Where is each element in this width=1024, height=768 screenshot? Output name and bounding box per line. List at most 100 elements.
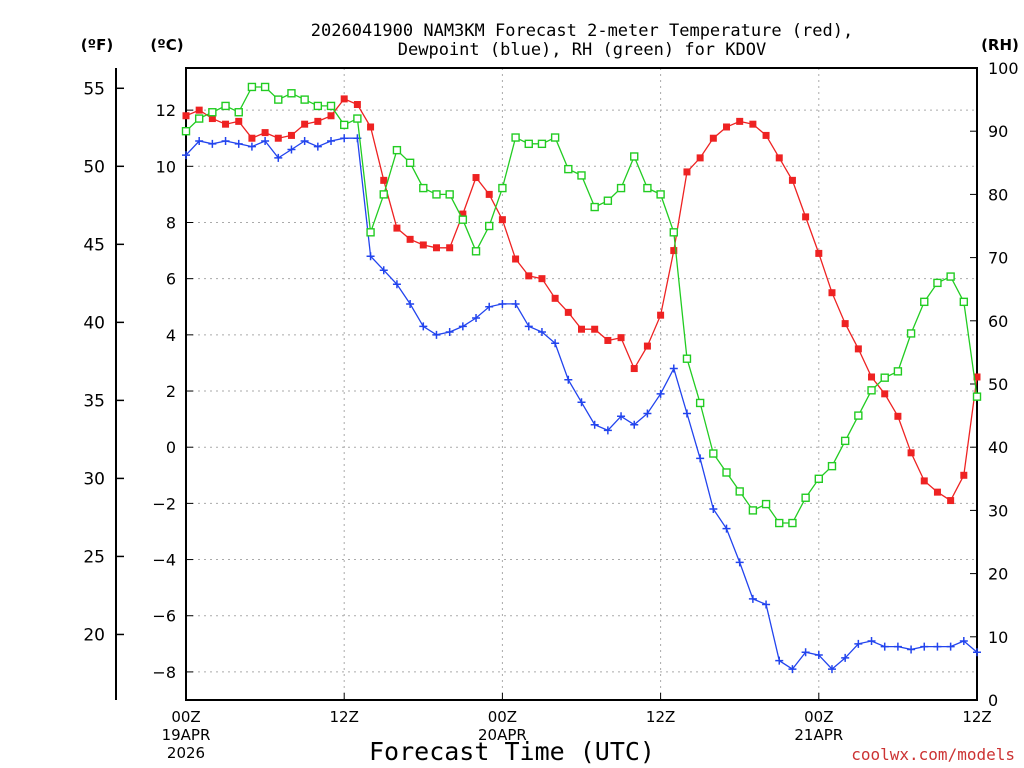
- rh-point: [181, 126, 191, 136]
- celsius-tick-label: 2: [166, 382, 176, 401]
- dewpoint-point: [498, 299, 507, 308]
- 2-meter-temperature-point: [802, 213, 810, 221]
- dewpoint-point: [261, 137, 270, 146]
- rh-point: [287, 89, 296, 98]
- 2-meter-temperature-point: [564, 308, 572, 316]
- rh-point: [405, 158, 415, 168]
- rh-point: [840, 436, 850, 446]
- rh-point: [564, 164, 573, 174]
- 2-meter-temperature-point: [920, 477, 928, 485]
- rh-line: [185, 86, 978, 524]
- rh-point: [775, 518, 784, 528]
- 2-meter-temperature-point: [657, 311, 665, 319]
- 2-meter-temperature-point: [683, 168, 691, 176]
- dewpoint-point: [551, 339, 560, 348]
- 2-meter-temperature-point: [947, 497, 955, 505]
- time-tick-label: 12Z: [330, 708, 359, 726]
- rh-point: [814, 474, 823, 483]
- rh-point: [366, 228, 375, 237]
- 2-meter-temperature-point: [393, 224, 401, 232]
- rh-point: [933, 278, 942, 288]
- 2-meter-temperature-point: [512, 255, 520, 263]
- fahrenheit-axis-unit: (ºF): [81, 36, 113, 54]
- rh-point: [432, 190, 441, 199]
- time-tick-label: 00Z: [171, 708, 200, 726]
- rh-axis-unit: (RH): [981, 36, 1019, 54]
- 2-meter-temperature-point: [340, 95, 348, 103]
- 2-meter-temperature-point: [327, 112, 335, 120]
- time-tick-label: 2026: [167, 744, 205, 762]
- 2-meter-temperature-line: [185, 98, 978, 502]
- dewpoint-point: [313, 142, 322, 151]
- dewpoint-point: [300, 137, 309, 146]
- rh-point: [761, 499, 771, 509]
- 2-meter-temperature-point: [894, 412, 902, 420]
- fahrenheit-tick-label: 35: [83, 391, 105, 411]
- time-tick-label: 12Z: [962, 708, 991, 726]
- rh-point: [247, 82, 257, 92]
- rh-point: [353, 114, 362, 123]
- rh-point: [537, 139, 547, 149]
- rh-point: [709, 449, 718, 458]
- dewpoint-point: [893, 642, 902, 651]
- 2-meter-temperature-point: [749, 120, 757, 128]
- dewpoint-point: [511, 299, 520, 308]
- dewpoint-point: [867, 637, 876, 646]
- 2-meter-temperature-point: [459, 210, 467, 218]
- time-tick-label: 12Z: [646, 708, 675, 726]
- rh-point: [867, 386, 876, 395]
- 2-meter-temperature-point: [578, 325, 585, 333]
- dewpoint-point: [722, 524, 731, 533]
- rh-point: [392, 145, 402, 155]
- rh-point: [827, 461, 837, 471]
- 2-meter-temperature-point: [762, 131, 770, 139]
- celsius-tick-label: −8: [152, 663, 176, 682]
- dewpoint-point: [564, 375, 573, 384]
- fahrenheit-tick-label: 30: [83, 469, 105, 489]
- rh-tick-label: 90: [988, 122, 1008, 141]
- 2-meter-temperature-point: [775, 154, 783, 162]
- 2-meter-temperature-point: [933, 488, 941, 496]
- 2-meter-temperature-point: [907, 449, 915, 457]
- 2-meter-temperature-point: [380, 176, 388, 184]
- rh-point: [260, 82, 270, 92]
- celsius-tick-label: −6: [152, 607, 176, 626]
- 2-meter-temperature-point: [538, 275, 546, 283]
- rh-point: [643, 183, 652, 193]
- fahrenheit-tick-label: 55: [83, 79, 105, 99]
- dewpoint-point: [682, 409, 691, 418]
- celsius-tick-label: 4: [166, 326, 176, 345]
- dewpoint-point: [419, 322, 428, 331]
- 2-meter-temperature-point: [235, 117, 243, 125]
- 2-meter-temperature-point: [709, 134, 717, 142]
- rh-point: [748, 506, 758, 515]
- dewpoint-point: [735, 558, 744, 567]
- rh-tick-label: 30: [988, 501, 1008, 520]
- 2-meter-temperature-point: [182, 112, 190, 120]
- rh-point: [445, 190, 454, 199]
- 2-meter-temperature-point: [195, 106, 203, 114]
- celsius-tick-label: 10: [156, 157, 176, 176]
- rh-point: [906, 329, 916, 338]
- dewpoint-point: [577, 398, 586, 407]
- dewpoint-point: [406, 299, 415, 308]
- dewpoint-point: [946, 642, 955, 651]
- dewpoint-point: [392, 280, 401, 289]
- celsius-tick-label: −4: [152, 551, 176, 570]
- celsius-tick-label: −2: [152, 494, 176, 513]
- rh-point: [340, 120, 349, 130]
- 2-meter-temperature-point: [432, 244, 440, 252]
- rh-point: [616, 183, 626, 193]
- rh-point: [695, 398, 705, 408]
- rh-point: [471, 247, 481, 256]
- 2-meter-temperature-point: [274, 134, 282, 142]
- rh-point: [603, 196, 613, 205]
- dewpoint-point: [933, 642, 942, 651]
- 2-meter-temperature-point: [353, 101, 361, 109]
- 2-meter-temperature-point: [841, 320, 849, 328]
- dewpoint-point: [617, 412, 626, 421]
- dewpoint-point: [656, 389, 665, 398]
- 2-meter-temperature-point: [419, 241, 427, 249]
- rh-point: [959, 297, 969, 307]
- dewpoint-point: [762, 600, 771, 609]
